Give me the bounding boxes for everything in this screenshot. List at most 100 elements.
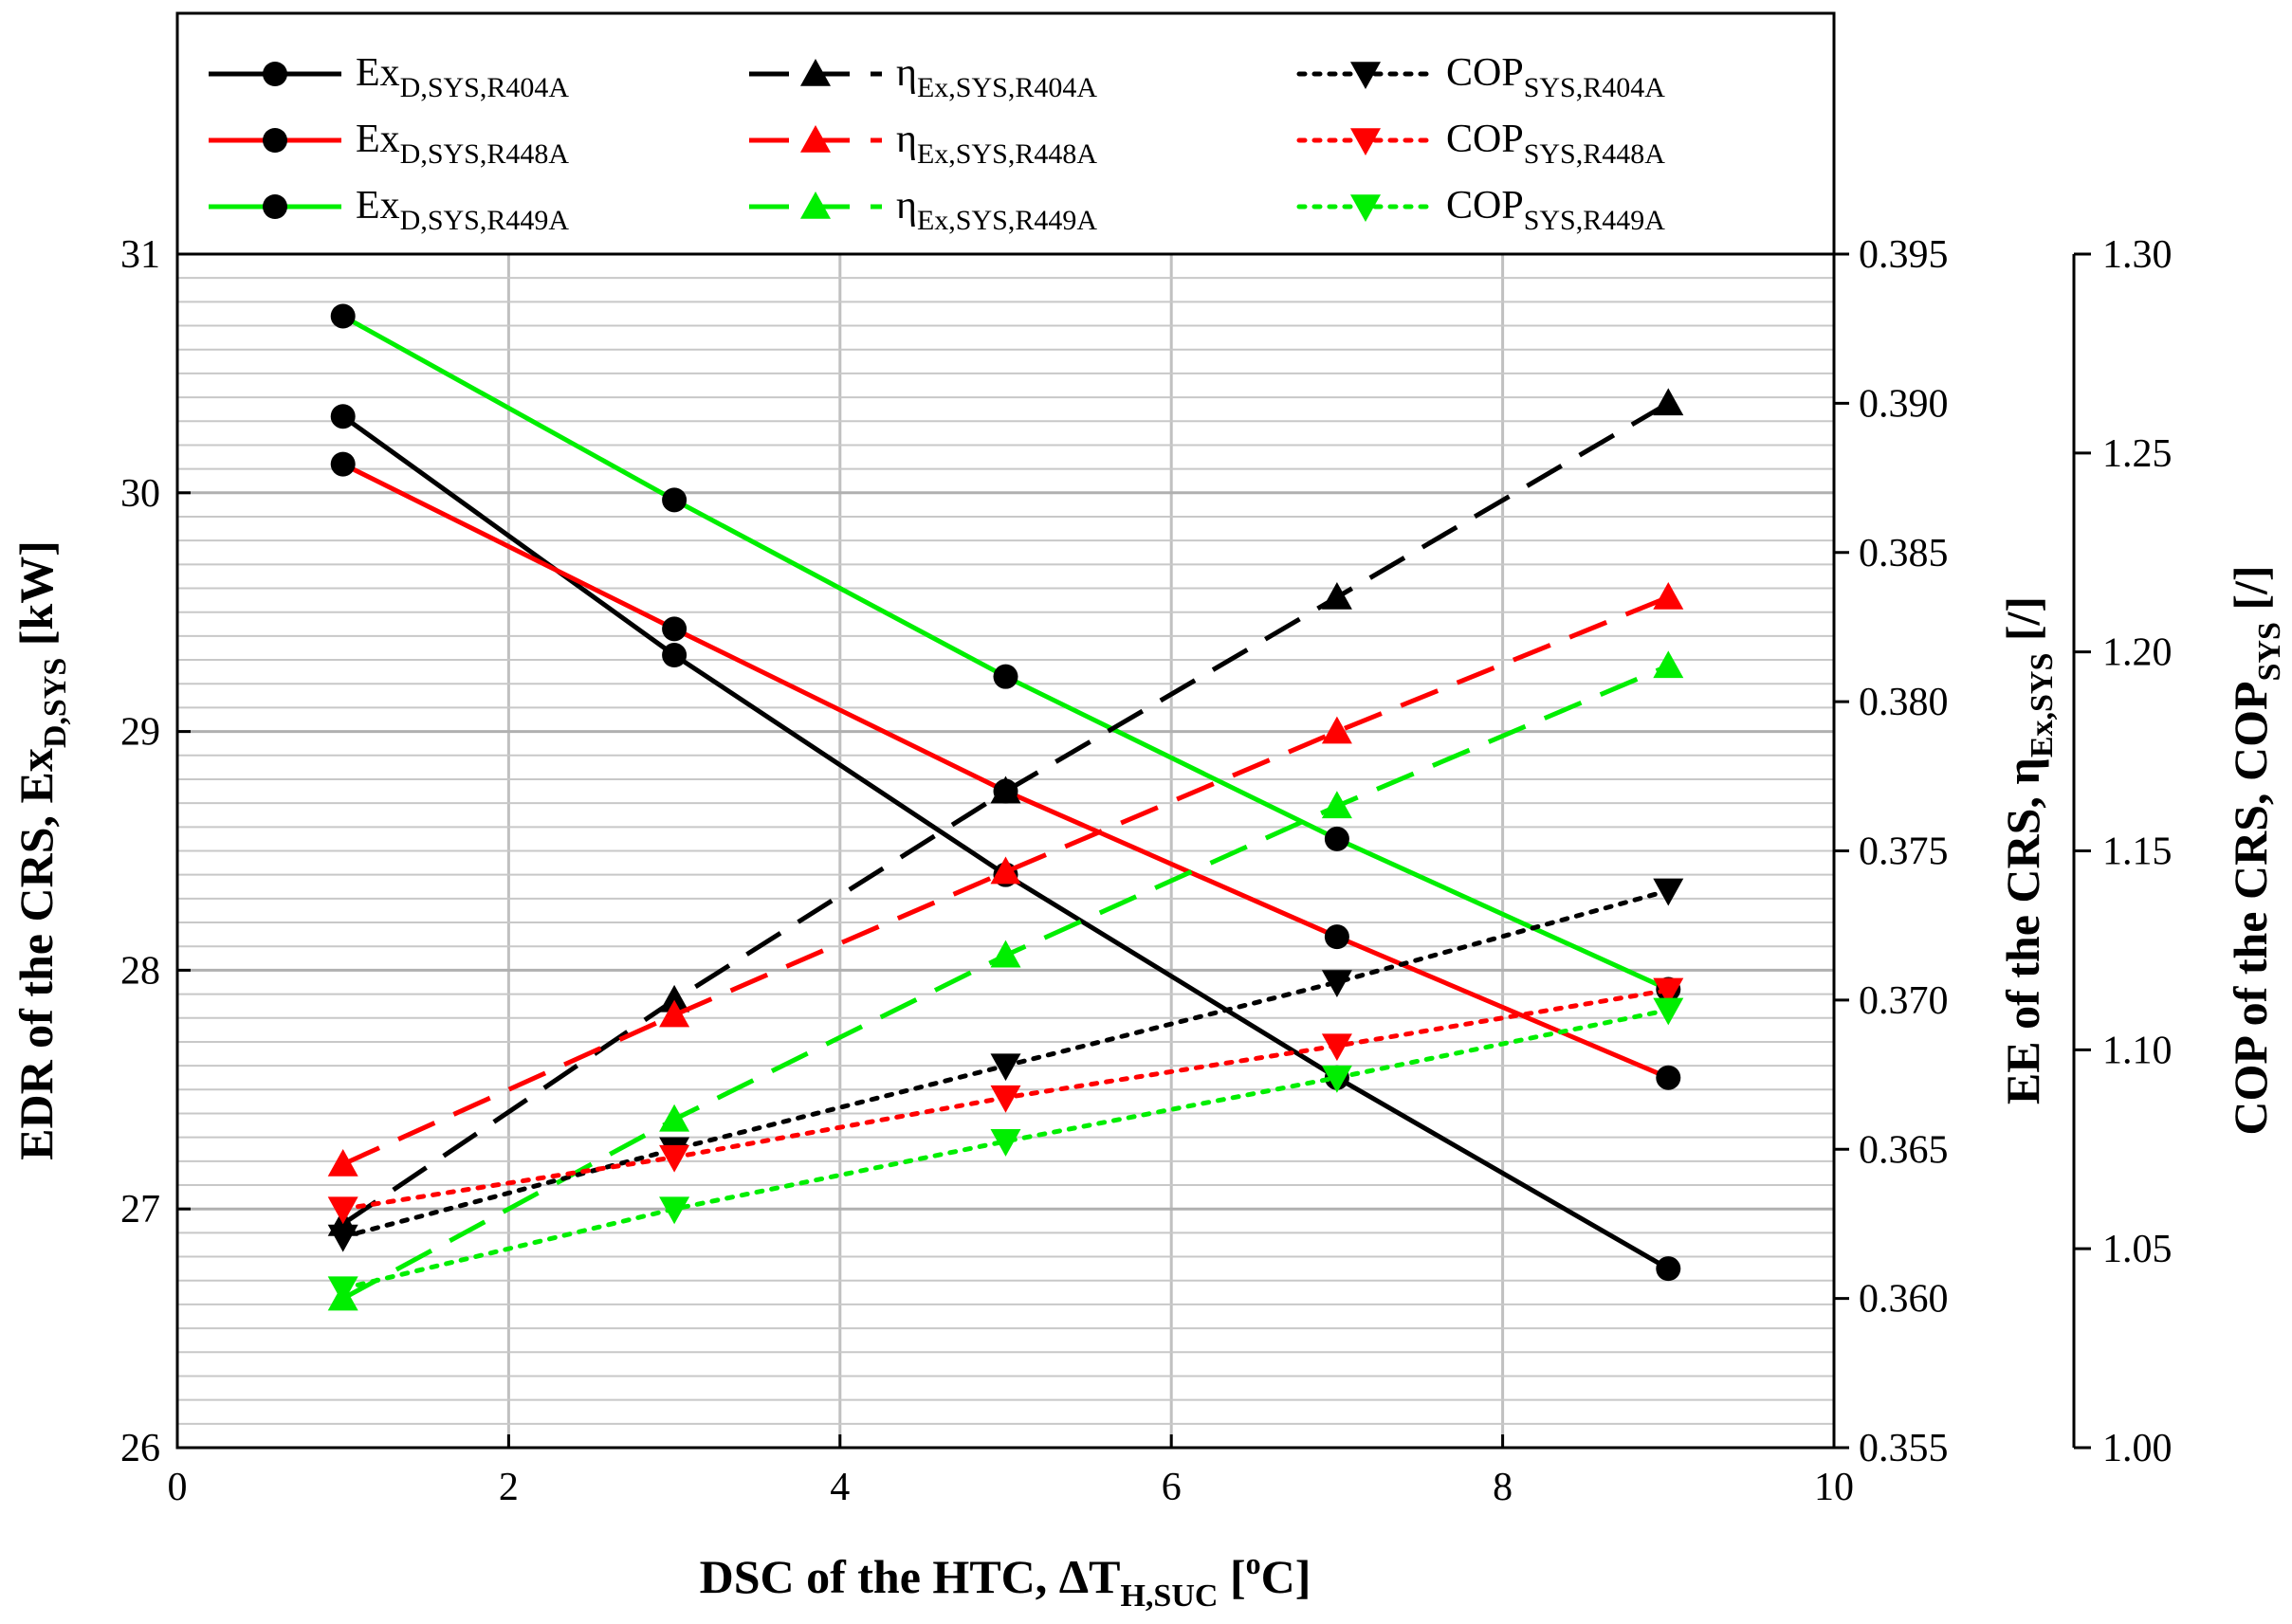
legend-marker: [263, 194, 287, 219]
legend-label: ηEx,SYS,R404A: [896, 51, 1097, 103]
data-point: [662, 643, 688, 668]
y-right1-tick-label: 0.355: [1859, 1427, 1949, 1470]
legend-entry: ExD,SYS,R449A: [209, 184, 569, 236]
x-axis-label: DSC of the HTC, ΔTH,SUC [oC]: [700, 1546, 1311, 1614]
y-right1-tick-label: 0.370: [1859, 979, 1949, 1023]
y-right1-tick-label: 0.360: [1859, 1278, 1949, 1322]
data-point: [1321, 970, 1352, 997]
data-point: [662, 616, 688, 642]
y-right2-tick-label: 1.20: [2102, 631, 2173, 675]
data-point: [1321, 791, 1352, 819]
axes: 0 2 4 6 8 10 26 27 28 29 30 31 0.355 0.360 0.365 0.370 0…: [120, 233, 2173, 1509]
y-left-tick-label: 28: [120, 949, 160, 993]
y-right1-tick-label: 0.380: [1859, 681, 1949, 724]
data-point: [1324, 826, 1349, 851]
data-point: [1653, 650, 1684, 679]
data-point: [1324, 924, 1349, 950]
y-right1-tick-label: 0.365: [1859, 1128, 1949, 1172]
legend-label: COPSYS,R404A: [1446, 51, 1665, 103]
y-right1-tick-label: 0.390: [1859, 382, 1949, 426]
data-point: [990, 940, 1021, 968]
legend-label: ExD,SYS,R404A: [356, 51, 569, 103]
data-point: [659, 1104, 690, 1132]
x-tick-label: 2: [499, 1466, 519, 1509]
data-point: [1653, 878, 1684, 906]
data-point: [659, 1196, 690, 1225]
legend-marker: [1350, 128, 1381, 155]
y-right1-axis-label: EE of the CRS, ηEx,SYS [/]: [1996, 596, 2060, 1104]
y-left-tick-label: 26: [120, 1427, 160, 1470]
data-point: [990, 856, 1021, 885]
legend-label: COPSYS,R448A: [1446, 118, 1665, 170]
legend-label: ExD,SYS,R449A: [356, 184, 569, 236]
data-point: [990, 1085, 1021, 1113]
series-line: [341, 314, 1670, 992]
legend-marker: [800, 192, 831, 219]
legend-label: COPSYS,R449A: [1446, 184, 1665, 236]
y-right2-tick-label: 1.30: [2102, 233, 2173, 277]
y-right1-tick-label: 0.375: [1859, 830, 1949, 874]
data-point: [330, 404, 356, 429]
y-right2-axis-label: COP of the CRS, COPSYS [/]: [2224, 565, 2287, 1135]
data-point: [1656, 1256, 1681, 1282]
data-point: [990, 1053, 1021, 1082]
data-point: [1653, 388, 1684, 416]
data-point: [327, 1224, 358, 1252]
data-point: [1653, 997, 1684, 1026]
legend-marker: [263, 128, 287, 153]
data-point: [330, 451, 356, 477]
x-tick-label: 10: [1814, 1466, 1854, 1509]
data-point: [327, 1196, 358, 1225]
data-point: [1321, 716, 1352, 744]
data-point: [327, 1148, 358, 1177]
series-sys-r449a: [327, 997, 1684, 1305]
series-line: [341, 664, 1670, 1301]
legend-entry: COPSYS,R448A: [1296, 118, 1665, 170]
data-point: [1321, 581, 1352, 610]
legend-entry: COPSYS,R404A: [1296, 51, 1665, 103]
data-point: [993, 664, 1018, 689]
data-point: [990, 776, 1021, 804]
legend-label: ηEx,SYS,R449A: [896, 184, 1097, 236]
series-line: [340, 1007, 1671, 1291]
legend-marker: [263, 62, 287, 86]
data-point: [662, 487, 688, 513]
x-tick-label: 0: [168, 1466, 188, 1509]
legend-marker: [1350, 194, 1381, 222]
legend-entry: ηEx,SYS,R449A: [749, 184, 1097, 236]
legend-entry: ExD,SYS,R448A: [209, 118, 569, 170]
legend-entry: ηEx,SYS,R404A: [749, 51, 1097, 103]
series-ex-sys-r448a: [327, 581, 1684, 1177]
x-tick-label: 6: [1162, 1466, 1182, 1509]
series: [327, 303, 1684, 1311]
legend-entry: ηEx,SYS,R448A: [749, 118, 1097, 170]
data-point: [1656, 1065, 1681, 1090]
y-left-tick-label: 30: [120, 472, 160, 516]
y-right1-tick-label: 0.395: [1859, 233, 1949, 277]
data-point: [1653, 581, 1684, 610]
legend: ExD,SYS,R404A ExD,SYS,R448A ExD,SYS,R449A η…: [209, 51, 1665, 236]
series-sys-r448a: [327, 977, 1684, 1225]
legend-label: ηEx,SYS,R448A: [896, 118, 1097, 170]
series-sys-r404a: [327, 878, 1684, 1252]
y-right2-tick-label: 1.25: [2102, 432, 2173, 476]
y-right2-tick-label: 1.00: [2102, 1427, 2173, 1470]
y-right2-tick-label: 1.15: [2102, 830, 2173, 874]
y-left-tick-label: 29: [120, 711, 160, 755]
legend-entry: ExD,SYS,R404A: [209, 51, 569, 103]
data-point: [659, 999, 690, 1028]
legend-box: [175, 11, 1836, 256]
data-point: [1321, 1065, 1352, 1093]
data-point: [330, 303, 356, 329]
y-left-tick-label: 31: [120, 233, 160, 277]
legend-label: ExD,SYS,R448A: [356, 118, 569, 170]
data-point: [1653, 977, 1684, 1006]
legend-marker: [800, 125, 831, 153]
x-tick-label: 4: [830, 1466, 850, 1509]
legend-entry: COPSYS,R449A: [1296, 184, 1665, 236]
data-point: [659, 984, 690, 1013]
y-right2-tick-label: 1.10: [2102, 1029, 2173, 1072]
data-point: [1321, 1033, 1352, 1062]
data-point: [990, 1129, 1021, 1157]
